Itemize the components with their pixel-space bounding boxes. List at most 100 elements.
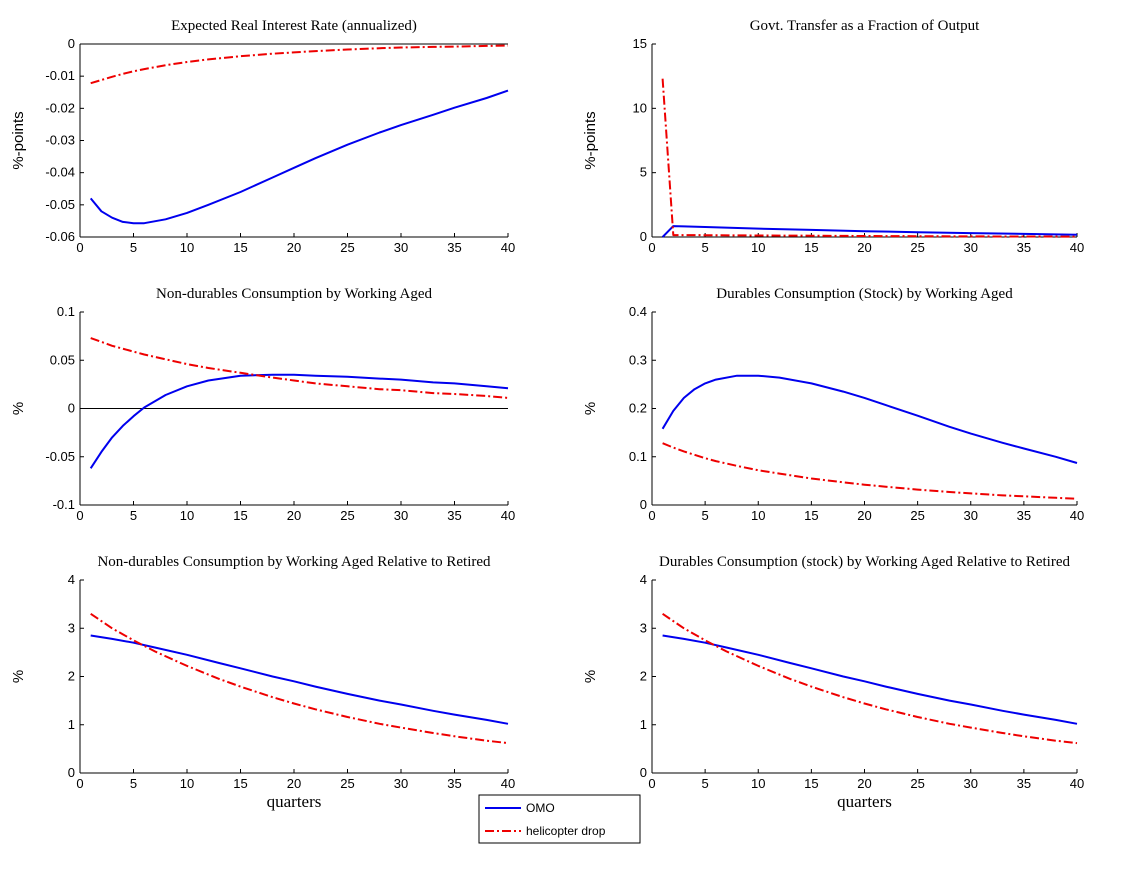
y-tick-label: 1 — [68, 717, 75, 732]
y-tick-label: 0.4 — [629, 304, 647, 319]
x-tick-label: 20 — [857, 240, 871, 255]
series-line-omo — [89, 373, 509, 469]
x-tick-label: 25 — [340, 776, 354, 791]
series-line-helicopter-drop — [662, 442, 1078, 500]
x-axis-label: quarters — [267, 792, 322, 811]
y-axis-label: %-points — [582, 111, 599, 169]
x-tick-label: 0 — [648, 776, 655, 791]
legend-label: OMO — [526, 801, 555, 815]
y-tick-label: 0.05 — [50, 352, 75, 367]
x-tick-label: 10 — [751, 508, 765, 523]
y-tick-label: 4 — [68, 572, 75, 587]
y-tick-label: 4 — [640, 572, 647, 587]
y-tick-label: 0.1 — [629, 449, 647, 464]
y-tick-label: 0 — [640, 229, 647, 244]
chart-panel-5: Non-durables Consumption by Working Aged… — [10, 554, 515, 811]
y-tick-label: -0.02 — [45, 100, 75, 115]
x-tick-label: 5 — [130, 508, 137, 523]
x-tick-label: 5 — [702, 508, 709, 523]
x-tick-label: 30 — [964, 776, 978, 791]
y-tick-label: 15 — [633, 36, 647, 51]
y-tick-label: -0.05 — [45, 197, 75, 212]
x-tick-label: 15 — [804, 508, 818, 523]
x-tick-label: 35 — [1017, 240, 1031, 255]
x-tick-label: 25 — [340, 240, 354, 255]
y-tick-label: -0.1 — [53, 497, 75, 512]
x-tick-label: 0 — [648, 240, 655, 255]
x-axis-label: quarters — [837, 792, 892, 811]
series-line-omo — [662, 634, 1078, 725]
x-tick-label: 15 — [233, 508, 247, 523]
x-tick-label: 0 — [648, 508, 655, 523]
y-axis-label: % — [10, 670, 27, 683]
y-tick-label: -0.03 — [45, 133, 75, 148]
series-line-helicopter-drop — [662, 612, 1078, 745]
x-tick-label: 30 — [394, 240, 408, 255]
x-tick-label: 25 — [910, 508, 924, 523]
chart-title: Non-durables Consumption by Working Aged — [156, 286, 432, 302]
x-tick-label: 0 — [76, 508, 83, 523]
x-tick-label: 20 — [287, 240, 301, 255]
y-tick-label: -0.06 — [45, 229, 75, 244]
y-tick-label: 0.1 — [57, 304, 75, 319]
x-tick-label: 35 — [447, 240, 461, 255]
x-tick-label: 5 — [702, 776, 709, 791]
y-tick-label: 5 — [640, 165, 647, 180]
x-tick-label: 35 — [447, 776, 461, 791]
x-tick-label: 10 — [180, 240, 194, 255]
legend-box — [478, 794, 641, 844]
y-tick-label: 3 — [640, 620, 647, 635]
chart-title: Non-durables Consumption by Working Aged… — [97, 554, 491, 570]
y-axis-label: % — [582, 670, 599, 683]
x-tick-label: 10 — [751, 240, 765, 255]
x-tick-label: 25 — [340, 508, 354, 523]
series-line-omo — [90, 634, 509, 725]
x-tick-label: 5 — [130, 776, 137, 791]
chart-panel-4: Durables Consumption (Stock) by Working … — [582, 286, 1084, 523]
x-tick-label: 20 — [287, 776, 301, 791]
chart-panel-1: Expected Real Interest Rate (annualized)… — [10, 18, 515, 255]
x-tick-label: 35 — [1017, 508, 1031, 523]
x-tick-label: 20 — [857, 508, 871, 523]
legend: OMO helicopter drop — [478, 794, 641, 844]
x-tick-label: 10 — [180, 776, 194, 791]
series-line-helicopter-drop — [90, 612, 509, 745]
x-tick-label: 5 — [130, 240, 137, 255]
chart-panel-2: Govt. Transfer as a Fraction of Output 0 5… — [582, 18, 1084, 255]
series-line-helicopter-drop — [90, 337, 509, 399]
y-tick-label: -0.05 — [45, 449, 75, 464]
y-axis-label: % — [582, 402, 599, 415]
y-tick-label: 3 — [68, 620, 75, 635]
y-axis-label: % — [10, 402, 27, 415]
x-tick-label: 40 — [501, 240, 515, 255]
y-tick-label: 2 — [640, 669, 647, 684]
legend-label: helicopter drop — [526, 824, 606, 838]
x-tick-label: 40 — [1070, 508, 1084, 523]
y-tick-label: 0 — [640, 497, 647, 512]
series-line-omo — [89, 89, 509, 225]
y-tick-label: 0.3 — [629, 352, 647, 367]
x-tick-label: 15 — [804, 776, 818, 791]
y-tick-label: 1 — [640, 717, 647, 732]
chart-panel-6: Durables Consumption (stock) by Working … — [582, 554, 1084, 811]
x-tick-label: 30 — [394, 776, 408, 791]
y-tick-label: 0 — [640, 765, 647, 780]
x-tick-label: 30 — [394, 508, 408, 523]
x-tick-label: 15 — [804, 240, 818, 255]
chart-title: Durables Consumption (stock) by Working … — [659, 554, 1070, 570]
chart-title: Expected Real Interest Rate (annualized) — [171, 18, 417, 34]
x-tick-label: 35 — [447, 508, 461, 523]
x-tick-label: 5 — [702, 240, 709, 255]
y-tick-label: 2 — [68, 669, 75, 684]
series-line-omo — [661, 225, 1078, 238]
x-tick-label: 25 — [910, 776, 924, 791]
y-tick-label: 0 — [68, 401, 75, 416]
chart-title: Durables Consumption (Stock) by Working … — [716, 286, 1013, 302]
x-tick-label: 20 — [287, 508, 301, 523]
x-tick-label: 25 — [910, 240, 924, 255]
x-tick-label: 40 — [501, 508, 515, 523]
x-tick-label: 30 — [964, 508, 978, 523]
y-tick-label: -0.04 — [45, 165, 75, 180]
x-tick-label: 30 — [964, 240, 978, 255]
